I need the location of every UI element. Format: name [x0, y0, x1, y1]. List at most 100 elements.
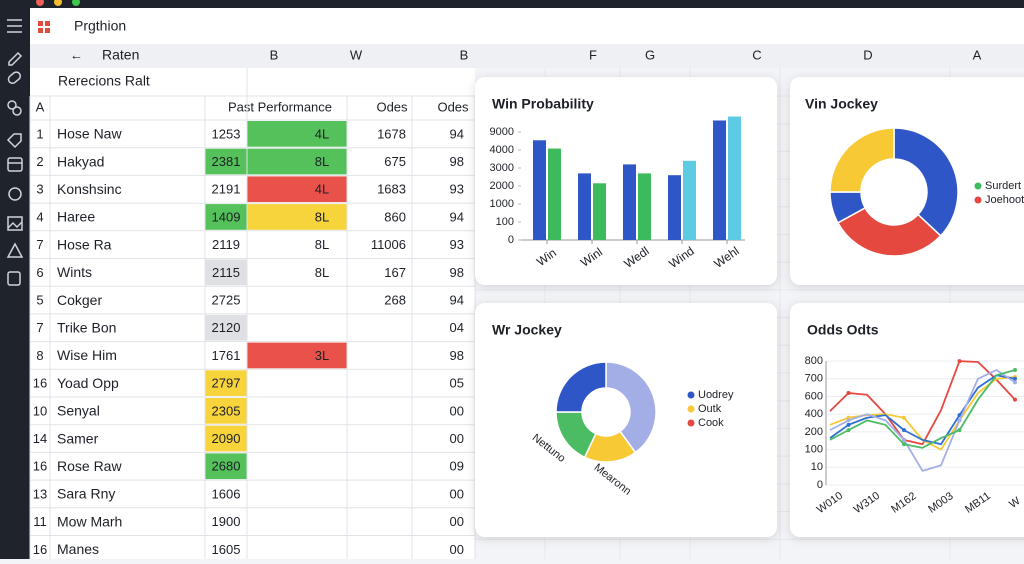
- sheet-name[interactable]: Raten: [102, 47, 139, 63]
- column-header: Odes: [437, 99, 469, 114]
- bar: [713, 120, 726, 240]
- cell-text: 05: [450, 376, 464, 391]
- donut-segment: [605, 361, 657, 454]
- title-bar: [0, 8, 1024, 44]
- cell-text: 00: [450, 486, 464, 501]
- cell-text: 2305: [212, 403, 241, 418]
- y-tick-label: 0: [817, 479, 823, 491]
- cell-text: 2090: [212, 431, 241, 446]
- cell-text: 8L: [315, 265, 329, 280]
- cell-text: Rose Raw: [57, 458, 122, 474]
- cell-text: 1678: [377, 126, 406, 141]
- cell-text: 94: [450, 209, 464, 224]
- bar: [548, 148, 561, 240]
- cell-text: 268: [384, 292, 406, 307]
- y-tick-label: 10: [811, 461, 823, 473]
- cell-text: 98: [450, 154, 464, 169]
- bar: [533, 140, 546, 240]
- chart-title: Wr Jockey: [492, 322, 562, 338]
- legend-label: Joehoot: [985, 194, 1024, 206]
- cell-text: 1606: [212, 486, 241, 501]
- cell-text: 00: [450, 403, 464, 418]
- donut-segment: [836, 206, 942, 257]
- cell-fill: [205, 204, 247, 230]
- point: [846, 390, 851, 395]
- bar: [593, 183, 606, 240]
- cell-text: 8L: [315, 154, 329, 169]
- column-letter: W: [350, 47, 363, 62]
- close-dot[interactable]: [36, 0, 44, 6]
- point: [846, 418, 851, 423]
- cell-text: 04: [450, 320, 464, 335]
- cell-text: 2115: [212, 265, 240, 280]
- column-letter: B: [270, 47, 279, 62]
- point: [957, 428, 962, 433]
- column-header: Past Performance: [228, 99, 332, 114]
- cell-text: Wise Him: [57, 347, 117, 363]
- y-tick-label: 200: [805, 426, 823, 438]
- cell-text: 860: [384, 209, 406, 224]
- row-number: 6: [36, 265, 43, 280]
- y-tick-label: 400: [805, 408, 823, 420]
- y-tick-label: 800: [805, 355, 823, 367]
- cell-fill: [247, 204, 347, 230]
- cell-text: 00: [450, 431, 464, 446]
- name-cell[interactable]: Rerecions Ralt: [58, 73, 150, 89]
- legend-swatch: [687, 405, 695, 413]
- row-number: 11: [33, 514, 47, 529]
- chart-title: Win Probability: [492, 96, 594, 112]
- y-tick-label: 9000: [490, 126, 514, 138]
- row-number: 4: [36, 209, 43, 224]
- cell-text: Cokger: [57, 292, 102, 308]
- cell-text: Haree: [57, 209, 95, 225]
- sidebar-icons[interactable]: [6, 19, 24, 286]
- column-header: Odes: [376, 99, 408, 114]
- column-header: A: [36, 99, 45, 114]
- cell-text: 2381: [212, 154, 241, 169]
- point: [846, 428, 851, 433]
- cell-fill: [205, 370, 247, 396]
- cell-text: 1253: [212, 126, 241, 141]
- cell-text: 1409: [212, 209, 241, 224]
- zoom-dot[interactable]: [72, 0, 80, 6]
- point: [902, 437, 906, 442]
- row-number: 1: [36, 126, 43, 141]
- cell-text: 93: [450, 182, 464, 197]
- legend-label: Surdert: [985, 180, 1021, 192]
- cell-text: Samer: [57, 430, 99, 446]
- cell-text: Mow Marh: [57, 513, 122, 529]
- cell-fill: [205, 259, 247, 286]
- cell-text: 09: [450, 459, 464, 474]
- back-arrow[interactable]: ←: [70, 47, 83, 62]
- cell-text: Wints: [57, 264, 92, 280]
- row-number: 2: [36, 154, 43, 169]
- bar: [638, 173, 651, 240]
- row-number: 8: [36, 348, 43, 363]
- y-tick-label: 4000: [490, 144, 514, 156]
- cell-text: Trike Bon: [57, 319, 116, 335]
- bar: [683, 160, 696, 240]
- legend-label: Uodrey: [698, 389, 734, 401]
- point: [1013, 367, 1017, 372]
- y-tick-label: 700: [805, 373, 823, 385]
- point: [902, 415, 906, 420]
- window-frame: [0, 0, 1024, 8]
- cell-text: 94: [450, 126, 464, 141]
- cell-fill: [205, 398, 247, 424]
- point: [1013, 380, 1017, 385]
- cell-text: Sara Rny: [57, 486, 115, 502]
- cell-text: 2191: [212, 182, 241, 197]
- minimize-dot[interactable]: [54, 0, 62, 6]
- cell-text: Manes: [57, 541, 99, 557]
- y-tick-label: 0: [508, 234, 514, 246]
- window-title: Prgthion: [74, 18, 126, 34]
- column-letter: C: [752, 47, 761, 62]
- donut-segment: [555, 361, 607, 413]
- cell-text: 94: [450, 292, 464, 307]
- donut-segment: [893, 127, 959, 237]
- row-number: 7: [36, 237, 43, 252]
- series-line: [829, 369, 1016, 449]
- toolbar: [30, 44, 1024, 68]
- bar: [728, 116, 741, 240]
- cell-text: 4L: [315, 126, 329, 141]
